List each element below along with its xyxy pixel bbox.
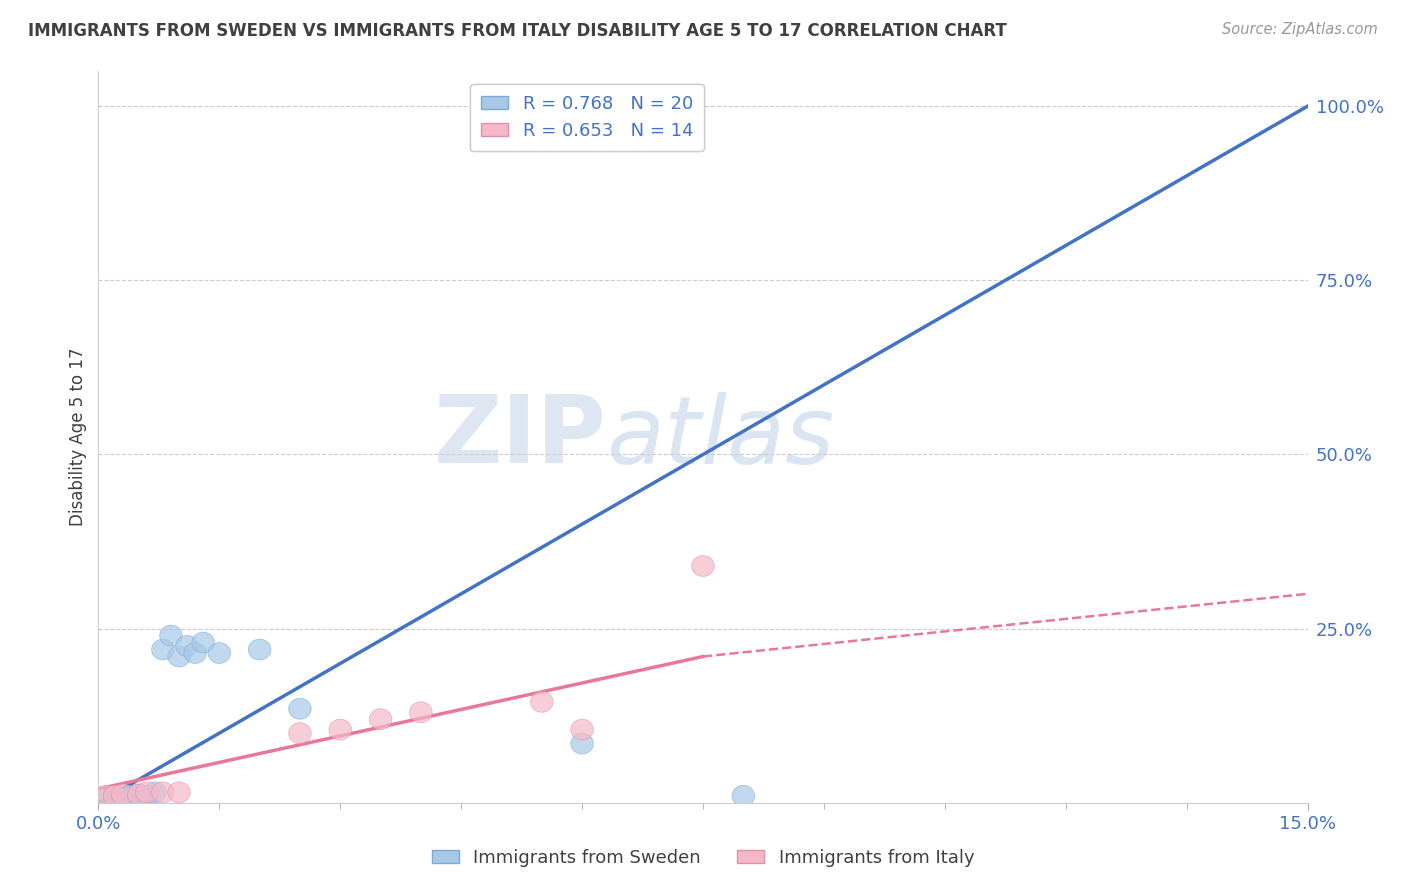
Ellipse shape xyxy=(103,785,125,806)
Ellipse shape xyxy=(111,784,134,805)
Ellipse shape xyxy=(128,784,150,805)
Ellipse shape xyxy=(103,787,125,807)
Text: ZIP: ZIP xyxy=(433,391,606,483)
Ellipse shape xyxy=(571,733,593,754)
Ellipse shape xyxy=(120,785,142,806)
Ellipse shape xyxy=(329,719,352,740)
Y-axis label: Disability Age 5 to 17: Disability Age 5 to 17 xyxy=(69,348,87,526)
Ellipse shape xyxy=(176,636,198,657)
Text: atlas: atlas xyxy=(606,392,835,483)
Legend: Immigrants from Sweden, Immigrants from Italy: Immigrants from Sweden, Immigrants from … xyxy=(425,842,981,874)
Ellipse shape xyxy=(96,789,118,810)
Ellipse shape xyxy=(370,709,392,730)
Ellipse shape xyxy=(143,782,166,803)
Ellipse shape xyxy=(288,723,311,744)
Ellipse shape xyxy=(152,639,174,660)
Legend: R = 0.768   N = 20, R = 0.653   N = 14: R = 0.768 N = 20, R = 0.653 N = 14 xyxy=(470,84,704,151)
Ellipse shape xyxy=(103,785,125,806)
Ellipse shape xyxy=(111,789,134,809)
Text: IMMIGRANTS FROM SWEDEN VS IMMIGRANTS FROM ITALY DISABILITY AGE 5 TO 17 CORRELATI: IMMIGRANTS FROM SWEDEN VS IMMIGRANTS FRO… xyxy=(28,22,1007,40)
Ellipse shape xyxy=(288,698,311,719)
Ellipse shape xyxy=(160,625,183,646)
Ellipse shape xyxy=(208,642,231,664)
Ellipse shape xyxy=(135,785,157,806)
Ellipse shape xyxy=(530,691,553,712)
Ellipse shape xyxy=(733,785,755,806)
Ellipse shape xyxy=(249,639,271,660)
Ellipse shape xyxy=(409,702,432,723)
Ellipse shape xyxy=(96,785,118,806)
Ellipse shape xyxy=(167,646,190,667)
Ellipse shape xyxy=(692,556,714,576)
Ellipse shape xyxy=(167,782,190,803)
Ellipse shape xyxy=(193,632,215,653)
Ellipse shape xyxy=(135,782,157,803)
Text: Source: ZipAtlas.com: Source: ZipAtlas.com xyxy=(1222,22,1378,37)
Ellipse shape xyxy=(184,642,207,664)
Ellipse shape xyxy=(571,719,593,740)
Ellipse shape xyxy=(152,782,174,803)
Ellipse shape xyxy=(128,784,150,805)
Ellipse shape xyxy=(128,787,150,807)
